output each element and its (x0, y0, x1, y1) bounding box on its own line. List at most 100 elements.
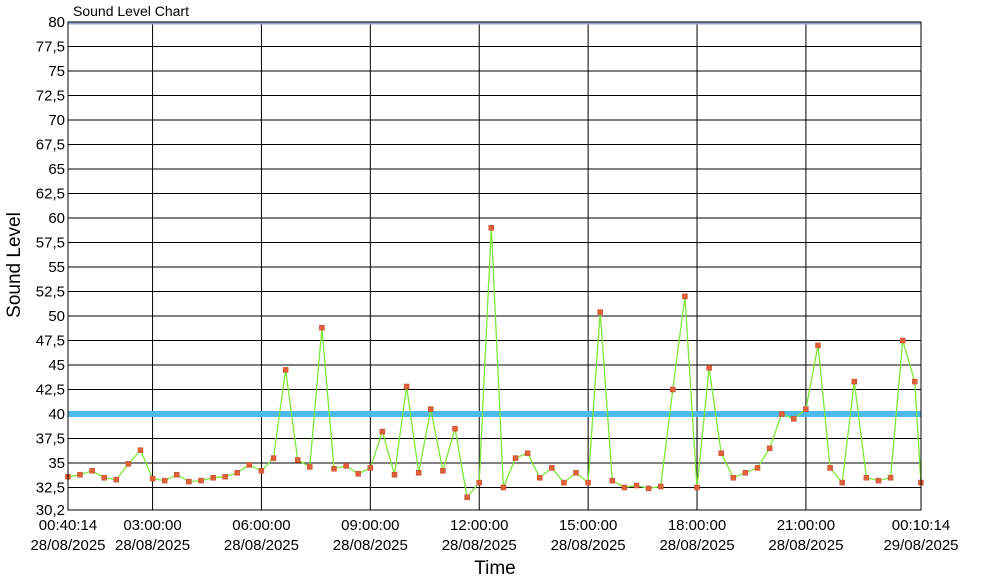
data-point (198, 477, 204, 484)
data-point (815, 342, 821, 349)
data-point (682, 293, 688, 300)
data-point (500, 484, 507, 491)
x-tick-date-label: 28/08/2025 (333, 537, 408, 554)
data-point (222, 473, 228, 480)
data-point (379, 428, 386, 435)
data-point (694, 484, 700, 491)
data-point (282, 367, 289, 373)
data-point (730, 474, 737, 481)
y-tick-label: 45 (48, 357, 65, 374)
data-point (355, 470, 361, 477)
data-point (367, 465, 374, 471)
data-point (125, 461, 132, 467)
data-point (452, 425, 458, 432)
x-tick-labels: 00:40:14 28/08/2025 03:00:00 28/08/2025 06:0… (30, 517, 958, 554)
y-tick-label: 52,5 (36, 283, 65, 300)
x-tick-date-label: 28/08/2025 (115, 537, 190, 554)
data-point (403, 383, 410, 390)
x-tick-time-label: 06:00:00 (232, 517, 290, 534)
y-tick-labels: 30,2 32,5 35 37,5 40 42,5 45 47,5 50 52,5 55 57,5 60… (36, 14, 65, 519)
x-tick-time-label: 00:40:14 (39, 517, 97, 534)
y-tick-label: 75 (48, 63, 65, 80)
y-tick-label: 77,5 (36, 38, 65, 55)
data-point (476, 479, 482, 486)
data-point (440, 468, 446, 474)
y-tick-label: 70 (48, 112, 65, 129)
data-point (633, 482, 640, 489)
data-point (391, 471, 398, 478)
x-tick-time-label: 21:00:00 (777, 517, 835, 534)
chart-title: Sound Level Chart (73, 3, 189, 19)
data-point (875, 477, 882, 484)
y-tick-label: 67,5 (36, 136, 65, 153)
y-tick-label: 55 (48, 259, 65, 276)
data-point (464, 494, 470, 501)
data-point (488, 225, 495, 231)
data-point (234, 470, 240, 476)
data-point (597, 309, 603, 315)
y-tick-label: 47,5 (36, 332, 65, 349)
x-tick-time-label: 09:00:00 (341, 517, 399, 534)
y-tick-label: 62,5 (36, 185, 65, 202)
data-point (778, 411, 785, 417)
data-point (137, 447, 144, 453)
data-point (101, 474, 107, 481)
data-point (186, 478, 192, 485)
data-point (706, 365, 712, 371)
x-tick-date-label: 28/08/2025 (442, 537, 517, 554)
data-point (319, 324, 325, 331)
y-tick-label: 30,2 (36, 502, 65, 519)
data-point (161, 477, 168, 484)
data-point (512, 455, 519, 461)
x-axis-title: Time (474, 558, 516, 579)
x-tick-date-label: 28/08/2025 (551, 537, 626, 554)
data-point (899, 337, 906, 344)
plot-frame (67, 21, 922, 511)
data-point (912, 378, 918, 385)
data-point (174, 471, 180, 478)
data-point (524, 450, 531, 456)
data-point (863, 474, 870, 481)
data-point (670, 386, 676, 393)
data-point (839, 479, 845, 486)
y-tick-label: 65 (48, 161, 65, 178)
data-point (77, 471, 83, 478)
data-point (754, 465, 761, 471)
y-tick-label: 42,5 (36, 381, 65, 398)
y-tick-label: 57,5 (36, 234, 65, 251)
data-point (549, 465, 555, 471)
data-point (343, 463, 349, 469)
y-tick-label: 40 (48, 406, 65, 423)
data-point (415, 470, 422, 476)
data-point (827, 465, 833, 471)
data-point (645, 485, 652, 492)
y-tick-label: 60 (48, 210, 65, 227)
data-point (294, 457, 301, 463)
data-point (258, 468, 265, 474)
y-tick-label: 32,5 (36, 479, 65, 496)
data-point (561, 479, 567, 486)
x-tick-time-label: 12:00:00 (450, 517, 508, 534)
y-axis-title: Sound Level (4, 212, 25, 318)
data-point (307, 464, 313, 470)
y-tick-label: 37,5 (36, 430, 65, 447)
data-point (718, 450, 724, 456)
y-tick-label: 80 (48, 14, 65, 31)
series-line (67, 227, 922, 499)
data-point (149, 475, 156, 482)
threshold-layer (68, 21, 921, 417)
data-point (210, 474, 216, 481)
y-tick-label: 72,5 (36, 87, 65, 104)
data-point (803, 406, 809, 412)
y-tick-label: 35 (48, 455, 65, 472)
data-point (573, 470, 579, 476)
data-point (585, 479, 591, 486)
data-point (851, 378, 858, 385)
x-tick-time-label: 00:10:14 (892, 517, 950, 534)
data-point (270, 455, 277, 461)
series-layer (65, 225, 924, 501)
x-tick-date-label: 28/08/2025 (768, 537, 843, 554)
data-point (331, 466, 337, 472)
data-point (609, 477, 616, 484)
